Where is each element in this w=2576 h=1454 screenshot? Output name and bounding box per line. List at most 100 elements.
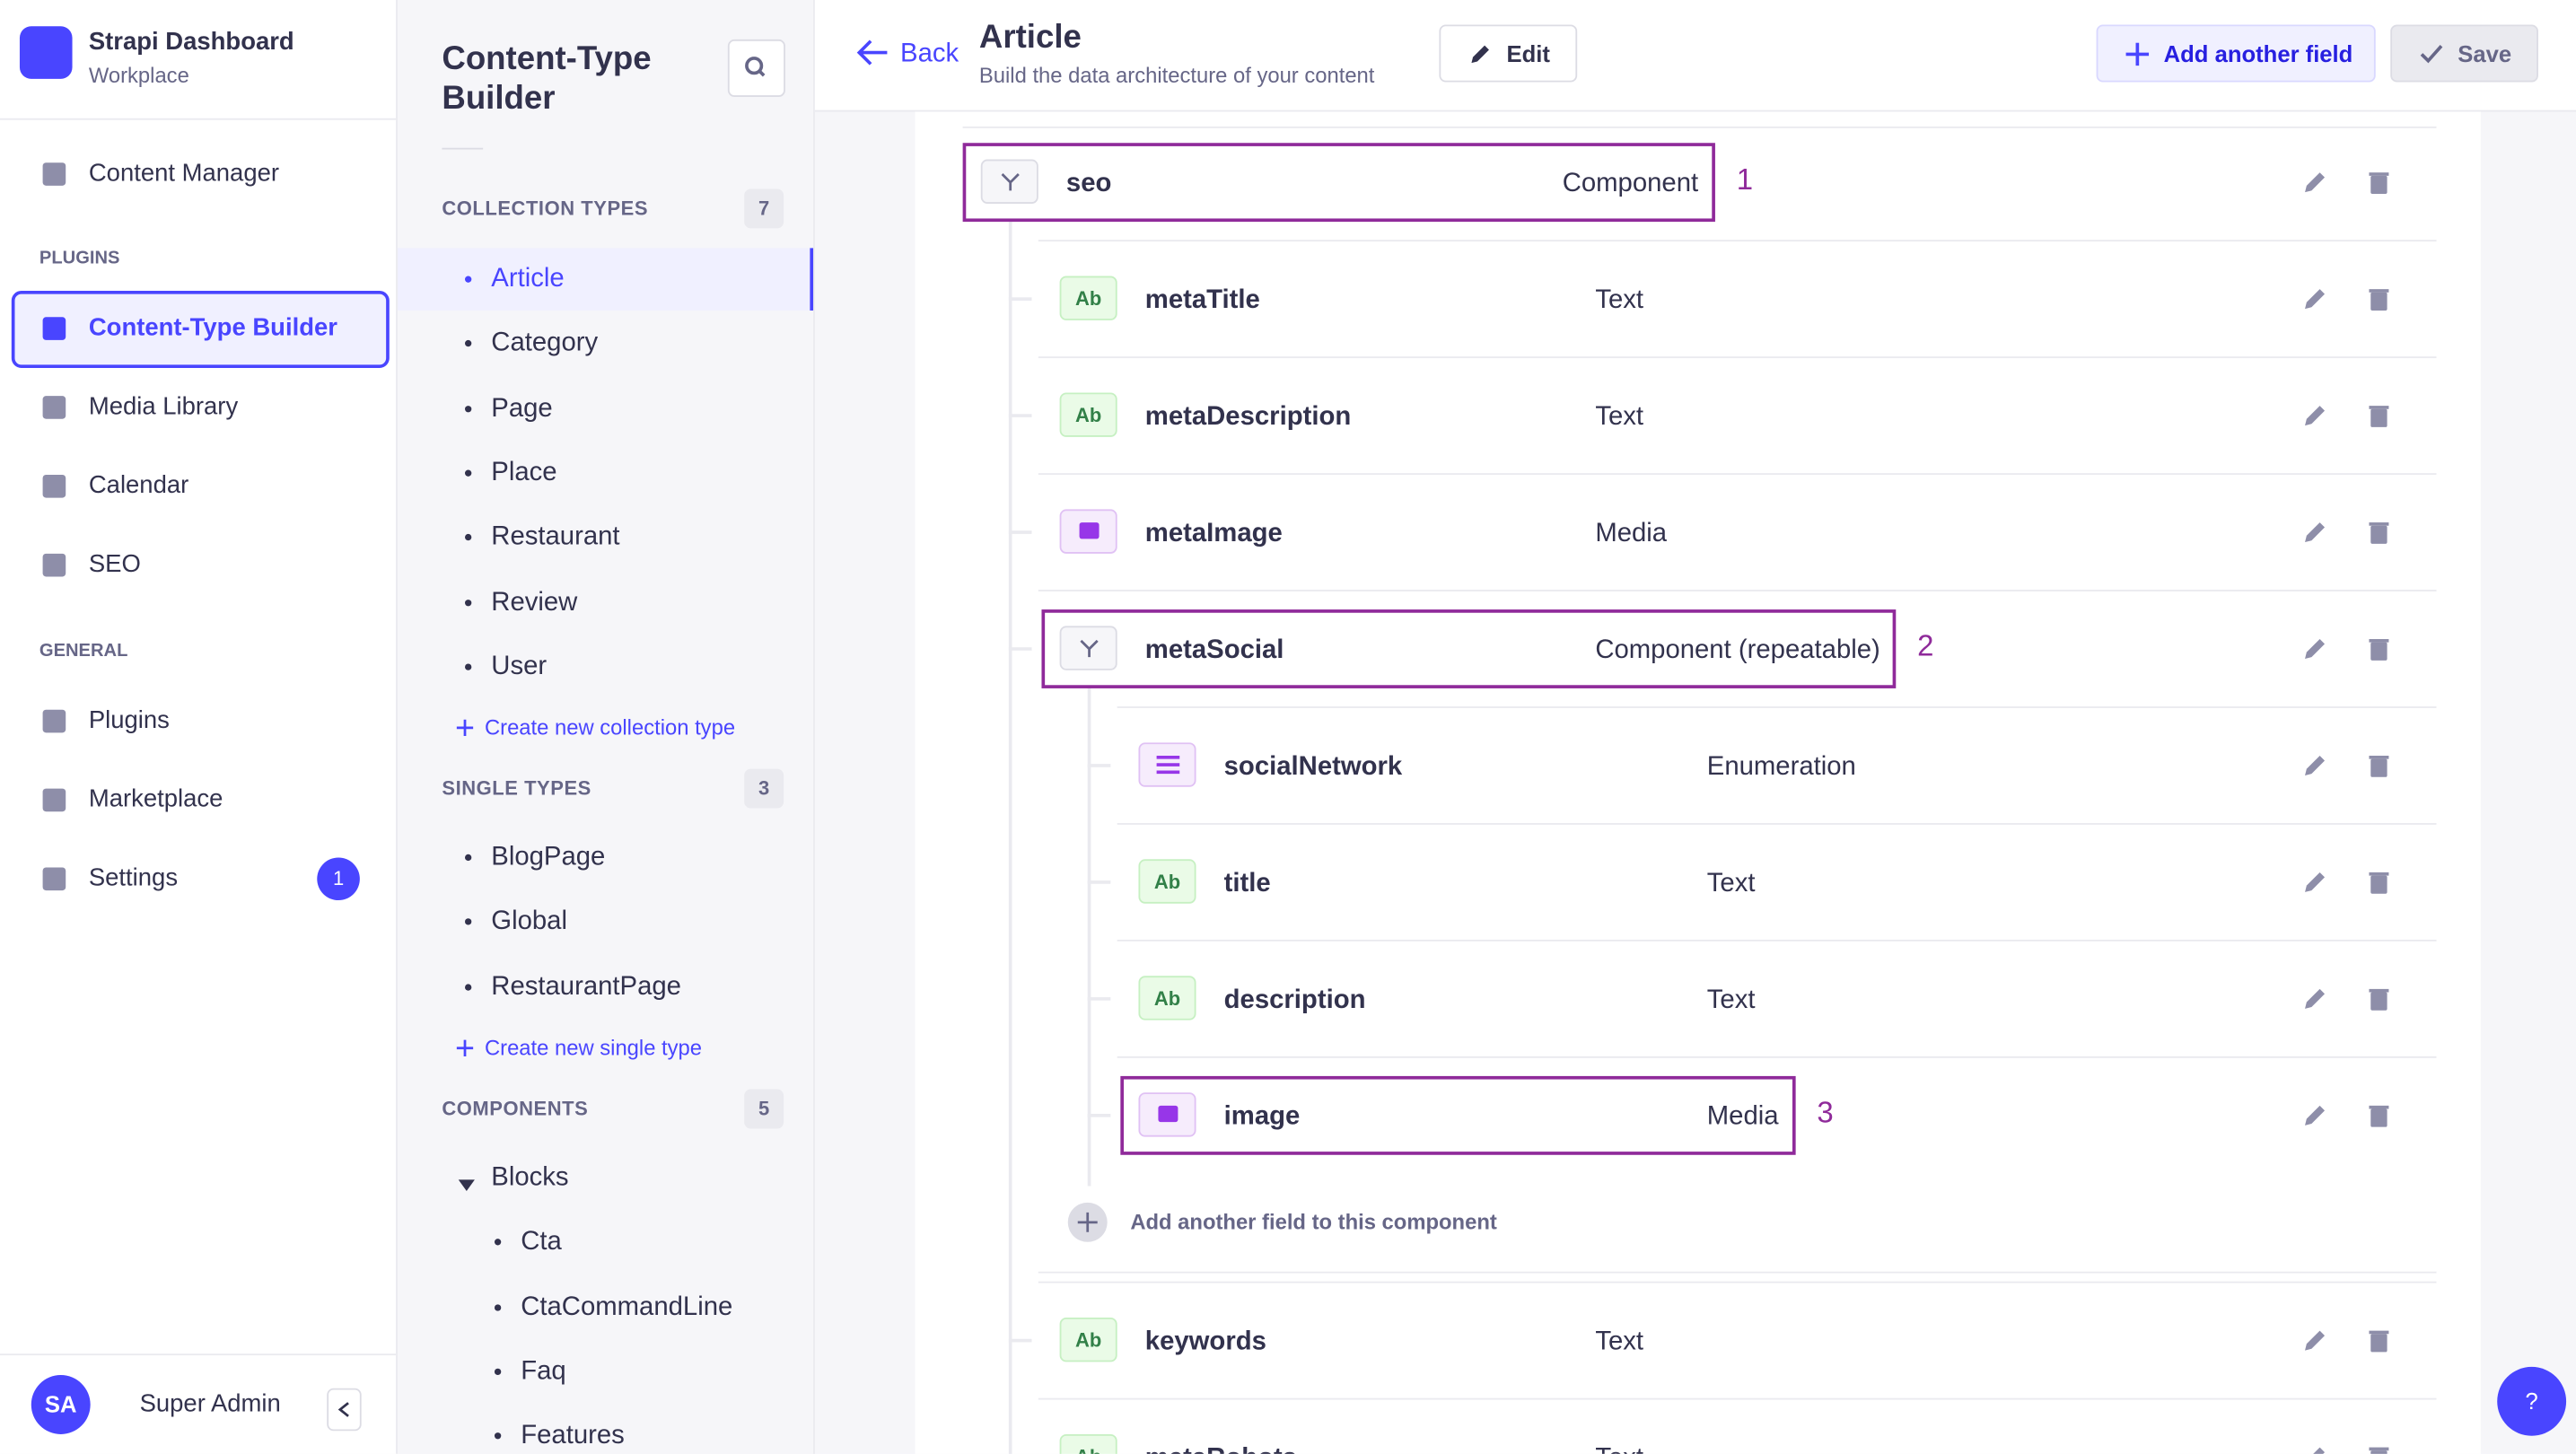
section-heading[interactable]: COLLECTION TYPES [442, 197, 649, 220]
delete-icon[interactable] [2364, 750, 2394, 780]
nav-icon[interactable] [39, 471, 69, 501]
field-name[interactable]: description [1223, 985, 1366, 1015]
list-item[interactable]: RestaurantPage [491, 972, 681, 1001]
add-component-field[interactable]: Add another field to this component [1130, 1209, 1497, 1235]
tree-branch [1008, 647, 1032, 651]
add-field-button[interactable]: Add another field [2096, 24, 2376, 83]
avatar[interactable]: SA [31, 1375, 91, 1434]
field-type: Text [1595, 403, 1644, 432]
list-item[interactable]: Cta [521, 1228, 562, 1257]
nav-item[interactable]: Plugins [88, 706, 170, 735]
field-badge: Ab [1074, 286, 1102, 311]
edit-button[interactable]: Edit [1439, 24, 1578, 83]
delete-icon[interactable] [2364, 1442, 2394, 1454]
create-link[interactable]: Create new single type [484, 1035, 703, 1060]
edit-icon[interactable] [2300, 1100, 2330, 1130]
field-name[interactable]: image [1223, 1102, 1301, 1132]
edit-icon[interactable] [2300, 168, 2330, 197]
delete-icon[interactable] [2364, 401, 2394, 431]
bullet [465, 918, 472, 926]
nav-item[interactable]: SEO [88, 550, 141, 579]
app-title: Strapi Dashboard [88, 28, 294, 57]
list-item[interactable]: Page [491, 394, 553, 423]
delete-icon[interactable] [2364, 518, 2394, 547]
list-item[interactable]: Global [491, 907, 567, 936]
nav-item[interactable]: Calendar [88, 471, 189, 500]
field-name[interactable]: metaRobots [1145, 1443, 1297, 1454]
edit-icon[interactable] [2300, 1326, 2330, 1355]
search-button[interactable] [727, 39, 785, 97]
help-button[interactable]: ? [2497, 1366, 2567, 1436]
list-item[interactable]: Article [491, 265, 565, 293]
save-button[interactable]: Save [2390, 24, 2538, 83]
list-item[interactable]: Review [491, 588, 578, 617]
edit-icon[interactable] [2300, 518, 2330, 547]
list-item[interactable]: Place [491, 459, 557, 487]
field-name[interactable]: metaTitle [1144, 286, 1260, 315]
section-heading[interactable]: SINGLE TYPES [442, 776, 591, 801]
list-item[interactable]: Restaurant [491, 523, 620, 552]
list-item[interactable]: Category [491, 329, 599, 358]
back-arrow[interactable] [854, 36, 890, 69]
field-name[interactable]: title [1223, 870, 1271, 898]
field-name[interactable]: metaDescription [1144, 403, 1352, 432]
edit-icon[interactable] [2300, 867, 2330, 897]
logo [19, 26, 73, 79]
delete-icon[interactable] [2364, 1326, 2394, 1355]
list-item[interactable]: Features [521, 1422, 625, 1450]
list-item[interactable]: User [491, 653, 548, 681]
list-item[interactable]: CtaCommandLine [521, 1292, 733, 1321]
nav-icon[interactable] [39, 864, 69, 894]
edit-icon[interactable] [2300, 1442, 2330, 1454]
row-divider [1038, 1271, 2437, 1274]
nav-icon[interactable] [39, 392, 69, 422]
field-name[interactable]: socialNetwork [1223, 753, 1403, 782]
delete-icon[interactable] [2364, 285, 2394, 314]
edit-icon[interactable] [2300, 984, 2330, 1013]
nav-icon[interactable] [39, 785, 69, 815]
highlight-box [962, 143, 1715, 223]
bullet [465, 340, 472, 347]
edit-icon[interactable] [2300, 750, 2330, 780]
nav-item[interactable]: Content Manager [88, 159, 279, 188]
collapse-button[interactable] [327, 1388, 362, 1432]
field-name[interactable]: seo [1065, 170, 1112, 198]
edit-icon[interactable] [2300, 285, 2330, 314]
delete-icon[interactable] [2364, 635, 2394, 664]
group-name[interactable]: Blocks [491, 1163, 569, 1192]
nav-icon[interactable] [39, 160, 69, 189]
delete-icon[interactable] [2364, 168, 2394, 197]
back-link[interactable]: Back [900, 39, 959, 68]
field-name[interactable]: metaSocial [1144, 636, 1284, 665]
field-icon [980, 159, 1038, 204]
nav-icon[interactable] [39, 314, 69, 344]
plus [455, 1037, 475, 1056]
nav-item[interactable]: Content-Type Builder [88, 313, 337, 342]
nav-item[interactable]: Marketplace [88, 784, 223, 814]
delete-icon[interactable] [2364, 867, 2394, 897]
count-badge: 3 [744, 768, 784, 809]
list-item[interactable]: BlogPage [491, 843, 606, 872]
bullet [465, 854, 472, 862]
edit-icon[interactable] [2300, 401, 2330, 431]
field-name[interactable]: keywords [1144, 1327, 1266, 1356]
bullet [494, 1239, 502, 1246]
field-name[interactable]: metaImage [1144, 520, 1283, 548]
create-link[interactable]: Create new collection type [484, 714, 736, 740]
nav-item[interactable]: Media Library [88, 392, 239, 421]
nav-icon[interactable] [39, 706, 69, 736]
add-circle[interactable] [1067, 1202, 1108, 1242]
section-heading[interactable]: COMPONENTS [442, 1097, 589, 1120]
row-divider [1038, 356, 2437, 359]
field-badge: Ab [1061, 1445, 1115, 1454]
user-name[interactable]: Super Admin [139, 1389, 281, 1418]
delete-icon[interactable] [2364, 1100, 2394, 1130]
nav-icon[interactable] [39, 550, 69, 580]
delete-icon[interactable] [2364, 984, 2394, 1013]
count-badge: 7 [744, 188, 784, 229]
nav-item[interactable]: Settings [88, 863, 179, 892]
help-label: ? [2525, 1387, 2538, 1415]
edit-icon[interactable] [2300, 635, 2330, 664]
bullet [465, 469, 472, 477]
list-item[interactable]: Faq [521, 1357, 566, 1386]
